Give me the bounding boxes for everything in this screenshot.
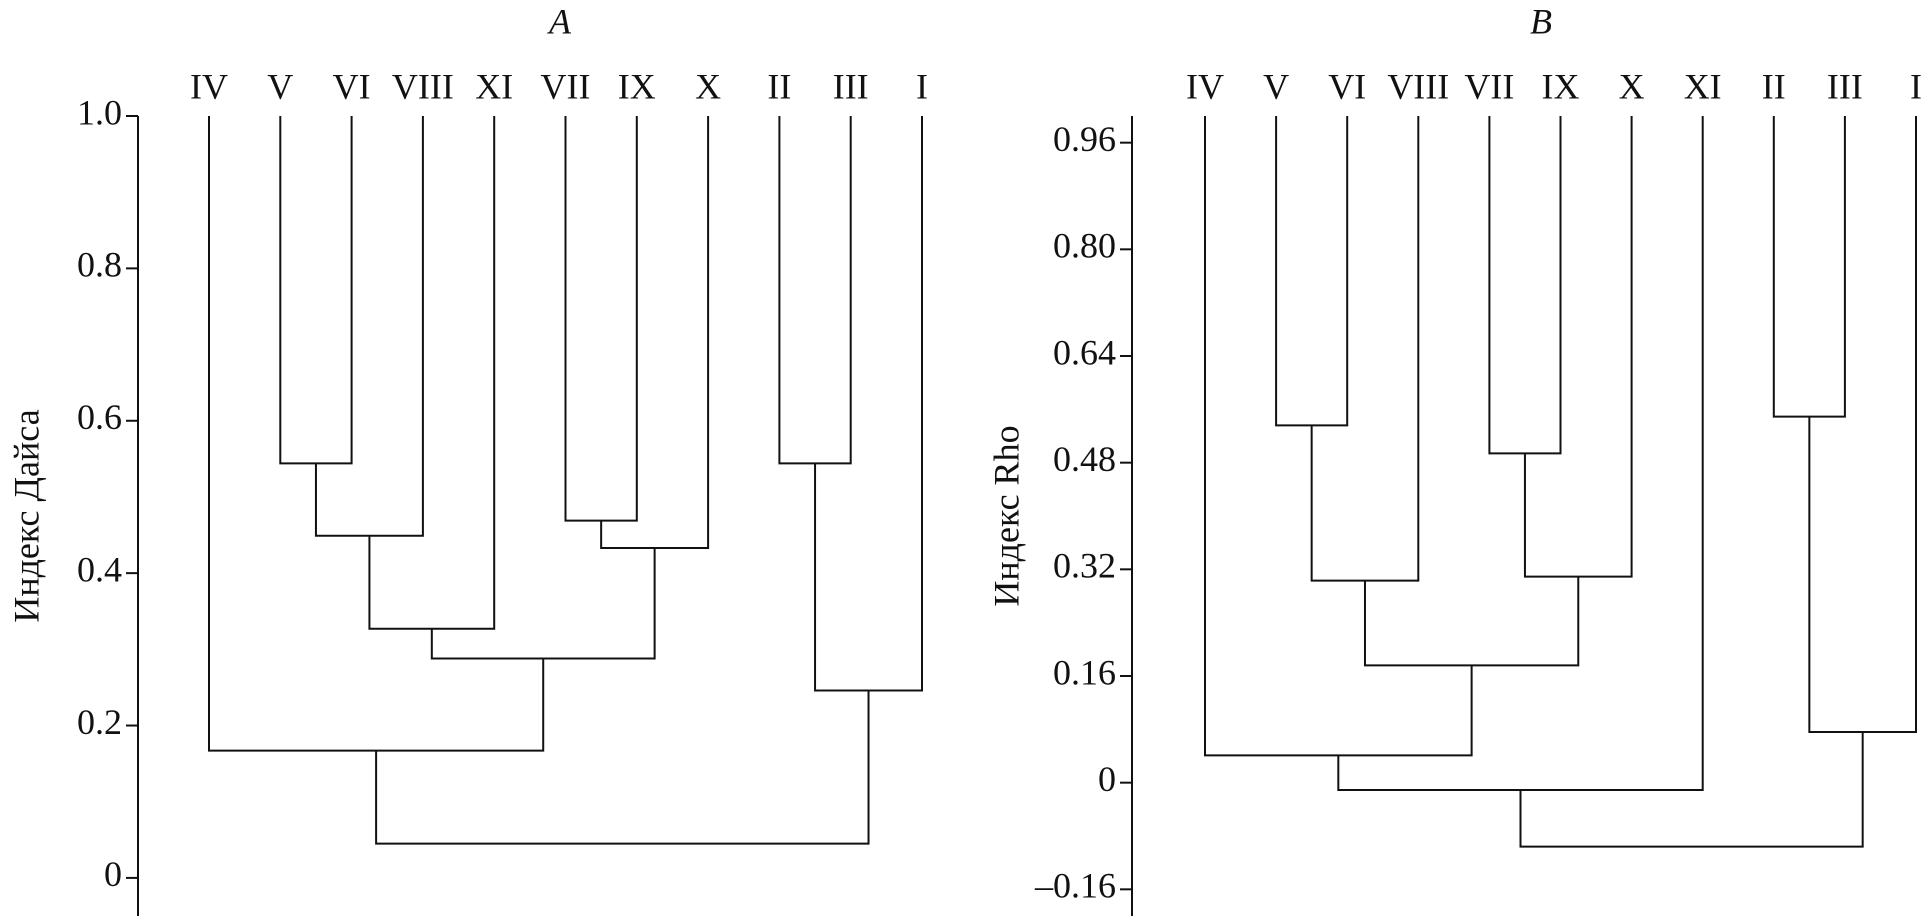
y-tick-label: 0.64: [1053, 332, 1116, 372]
leaf-label: II: [1762, 66, 1786, 106]
merge-link: [279, 116, 353, 465]
leaf-label: V: [1263, 66, 1289, 106]
y-axis-label: Индекс Дайса: [6, 409, 46, 622]
leaf-label: I: [916, 66, 928, 106]
leaf-label: VII: [1464, 66, 1514, 106]
y-tick-label: 0.2: [77, 702, 122, 742]
leaf-label: IX: [618, 66, 656, 106]
merge-link: [1519, 732, 1864, 848]
leaf-label: VI: [333, 66, 371, 106]
leaf-label: III: [833, 66, 869, 106]
y-tick-label: 0.80: [1053, 226, 1116, 266]
y-tick-label: 0.16: [1053, 652, 1116, 692]
leaf-label: XI: [475, 66, 513, 106]
merge-link: [814, 116, 923, 692]
merge-link: [368, 116, 496, 630]
leaf-label: IV: [190, 66, 228, 106]
merge-link: [1204, 116, 1473, 757]
merge-link: [1363, 576, 1580, 667]
merge-link: [1808, 116, 1917, 733]
leaf-label: X: [1619, 66, 1645, 106]
y-tick-label: 0.6: [77, 397, 122, 437]
leaf-label: XI: [1684, 66, 1722, 106]
y-tick-label: –0.16: [1034, 866, 1116, 906]
y-tick-label: 0.32: [1053, 546, 1116, 586]
leaf-label: IX: [1542, 66, 1580, 106]
merge-link: [1310, 116, 1420, 582]
leaf-label: X: [695, 66, 721, 106]
merge-link: [564, 116, 638, 522]
y-tick-label: 0.4: [77, 549, 122, 589]
merge-link: [430, 548, 656, 660]
y-tick-label: 0: [104, 854, 122, 894]
y-tick-label: 0.96: [1053, 119, 1116, 159]
leaf-label: III: [1827, 66, 1863, 106]
y-tick-label: 0.8: [77, 245, 122, 285]
leaf-label: V: [267, 66, 293, 106]
merge-link: [600, 116, 710, 549]
y-tick-label: 0.48: [1053, 439, 1116, 479]
y-tick-label: 0: [1098, 759, 1116, 799]
y-tick-label: 1.0: [77, 92, 122, 132]
merge-link: [778, 116, 852, 465]
panel-title: B: [1530, 1, 1552, 41]
y-axis-label: Индекс Rho: [986, 425, 1026, 606]
leaf-label: VIII: [392, 66, 454, 106]
merge-link: [1772, 116, 1846, 418]
merge-link: [208, 116, 545, 752]
leaf-label: I: [1910, 66, 1922, 106]
panel-title: A: [547, 1, 572, 41]
merge-link: [375, 690, 870, 845]
leaf-label: VII: [541, 66, 591, 106]
merge-link: [1523, 116, 1633, 578]
leaf-label: VIII: [1387, 66, 1449, 106]
leaf-label: VI: [1328, 66, 1366, 106]
merge-link: [1488, 116, 1562, 455]
leaf-label: IV: [1186, 66, 1224, 106]
leaf-label: II: [767, 66, 791, 106]
merge-link: [314, 116, 424, 537]
merge-link: [1275, 116, 1349, 427]
